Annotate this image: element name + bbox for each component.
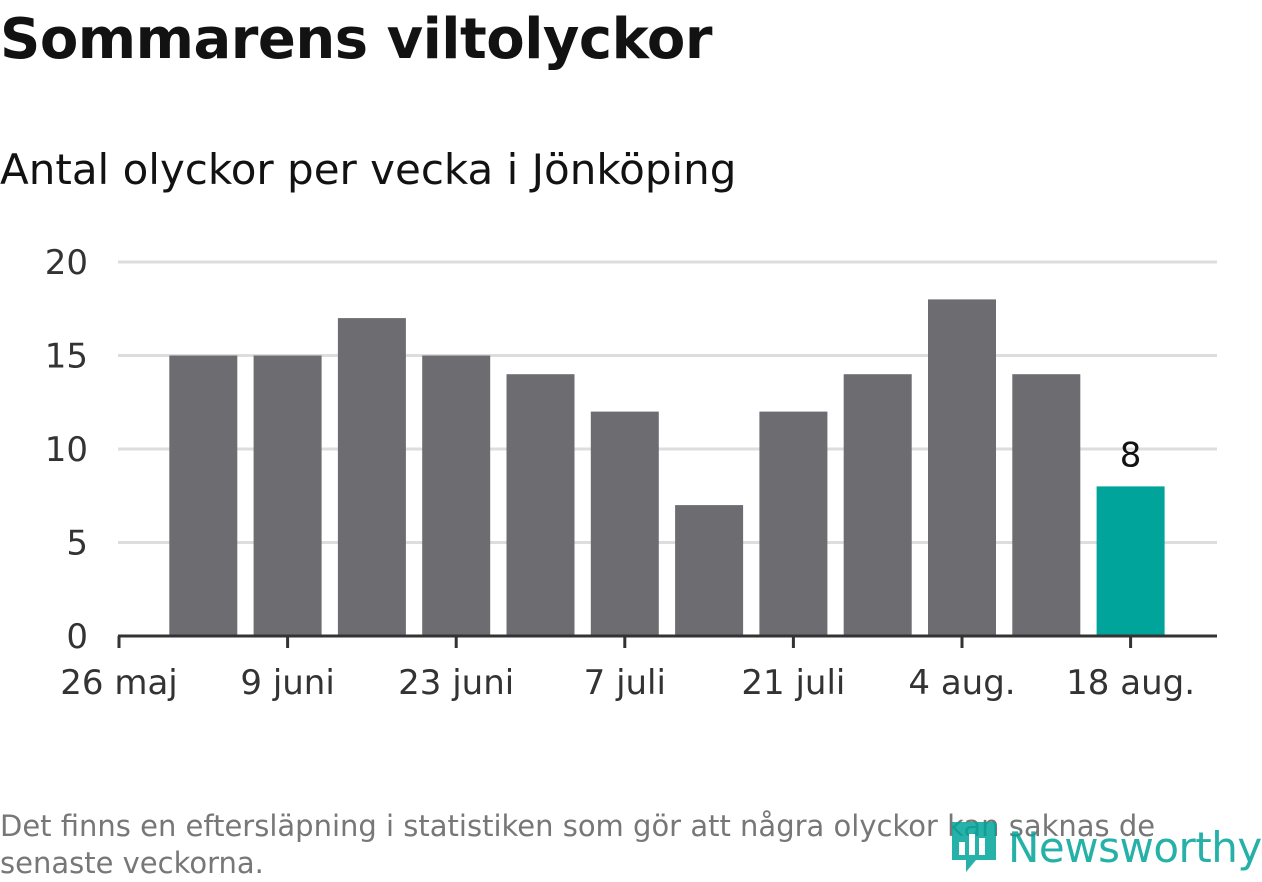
x-tick-label: 9 juni xyxy=(240,663,334,703)
bar xyxy=(422,355,491,636)
x-tick-label: 18 aug. xyxy=(1066,663,1195,703)
bar xyxy=(928,299,996,636)
newsworthy-logo-icon xyxy=(952,822,996,872)
bar xyxy=(253,355,322,636)
bar xyxy=(506,374,575,636)
bar xyxy=(1012,374,1081,636)
bar xyxy=(169,355,238,636)
y-tick-label: 0 xyxy=(66,617,88,657)
bar xyxy=(337,318,406,636)
x-tick-label: 21 juli xyxy=(741,663,845,703)
bar xyxy=(590,411,659,636)
bar xyxy=(759,411,828,636)
bar xyxy=(1096,486,1165,636)
y-tick-label: 15 xyxy=(45,337,88,377)
x-tick-label: 4 aug. xyxy=(908,663,1015,703)
data-label: 8 xyxy=(1120,435,1142,475)
chart-title: Sommarens viltolyckor xyxy=(0,7,712,72)
x-tick-label: 7 juli xyxy=(584,663,666,703)
x-tick-label: 26 maj xyxy=(60,663,177,703)
newsworthy-logo-text: Newsworthy xyxy=(1008,822,1262,872)
y-tick-label: 20 xyxy=(45,243,88,283)
newsworthy-logo: Newsworthy xyxy=(950,816,1262,878)
bar xyxy=(843,374,912,636)
x-tick-label: 23 juni xyxy=(398,663,514,703)
y-tick-label: 5 xyxy=(66,524,88,564)
bar xyxy=(675,505,744,636)
y-tick-label: 10 xyxy=(45,430,88,470)
chart-subtitle: Antal olyckor per vecka i Jönköping xyxy=(0,145,737,194)
